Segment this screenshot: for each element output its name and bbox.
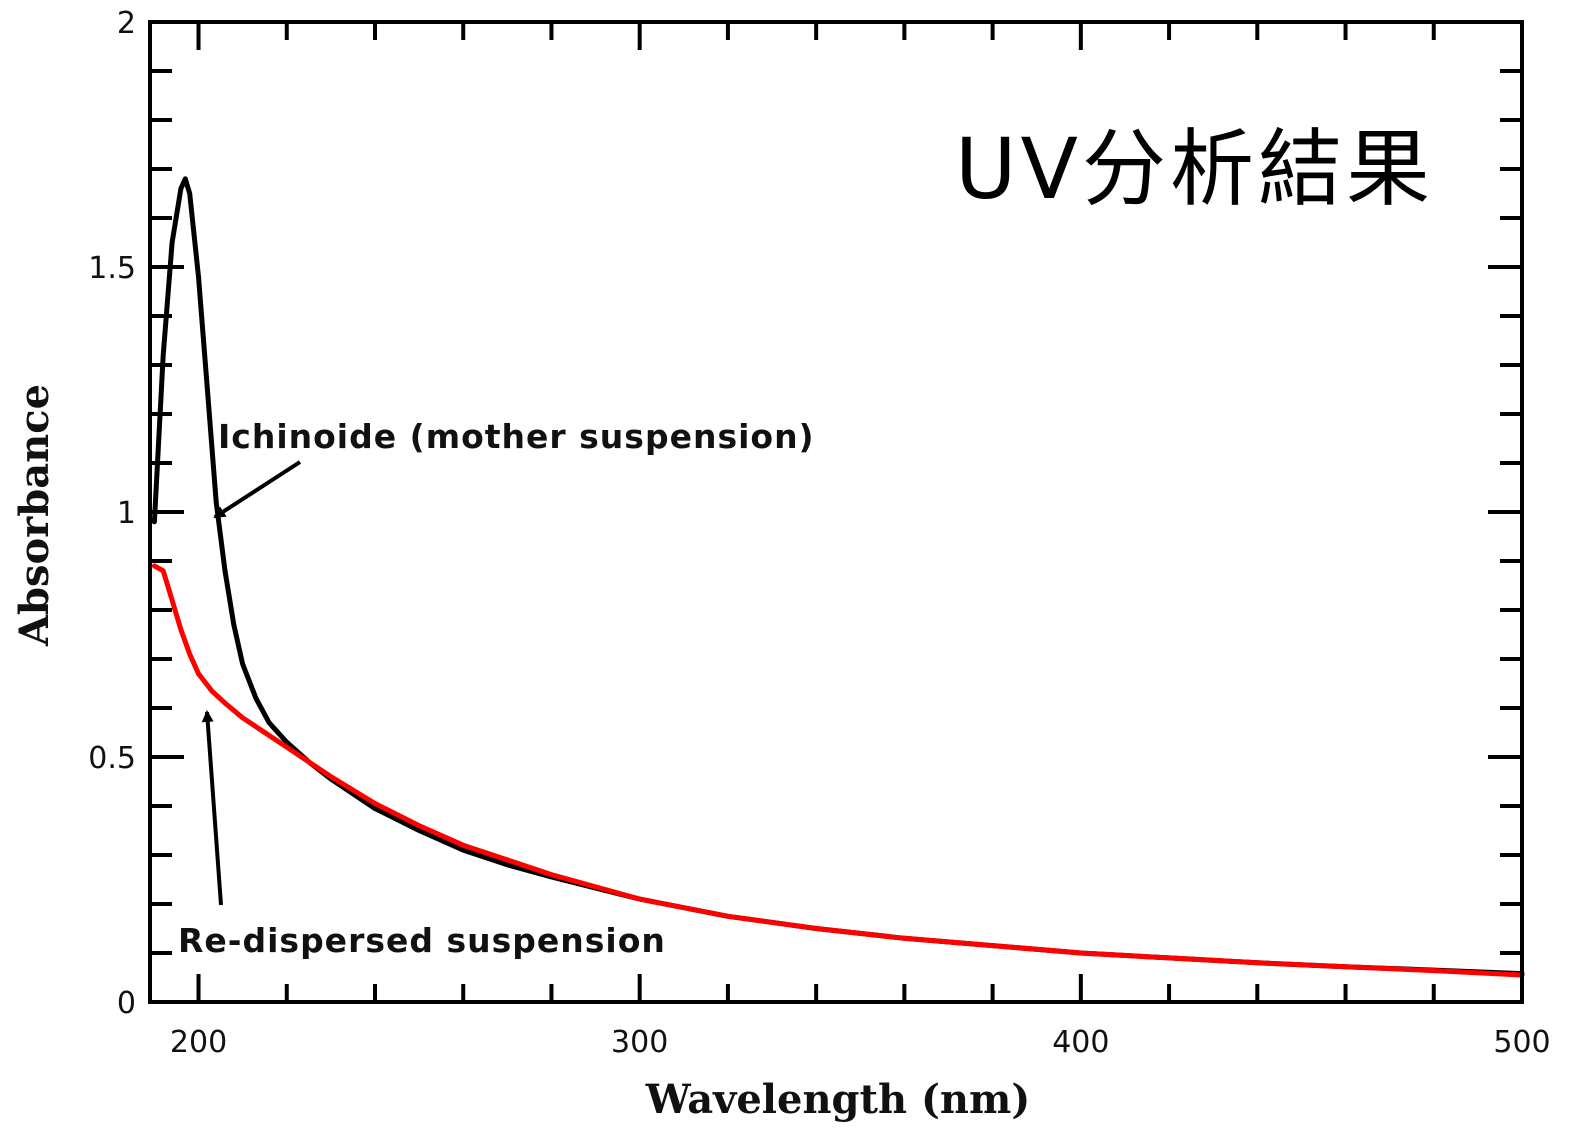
tick-labels: 200 300 400 500 0 0.5 1 1.5 2 — [88, 6, 1550, 1060]
x-axis-label: Wavelength (nm) — [645, 1076, 1031, 1123]
axis-ticks — [150, 20, 1524, 1004]
y-tick-label: 0.5 — [88, 741, 136, 776]
y-tick-label: 2 — [117, 6, 136, 41]
chart-title: UV分析結果 — [955, 120, 1434, 218]
series-line-redispersed — [151, 563, 1525, 978]
y-tick-label: 1.5 — [88, 251, 136, 286]
y-tick-label: 1 — [117, 496, 136, 531]
annotation-arrow-redispersed — [201, 710, 223, 906]
y-axis-label: Absorbance — [11, 384, 58, 647]
x-tick-label: 300 — [611, 1025, 668, 1060]
series-layer — [151, 176, 1525, 978]
y-tick-label: 0 — [117, 986, 136, 1021]
x-tick-label: 200 — [170, 1025, 227, 1060]
plot-frame — [148, 20, 1524, 1004]
x-tick-label: 500 — [1493, 1025, 1550, 1060]
annotation-arrow-ichinoide — [213, 460, 302, 519]
x-tick-label: 400 — [1052, 1025, 1109, 1060]
annotation-ichinoide: Ichinoide (mother suspension) — [218, 417, 815, 456]
annotation-redispersed: Re-dispersed suspension — [178, 921, 666, 960]
